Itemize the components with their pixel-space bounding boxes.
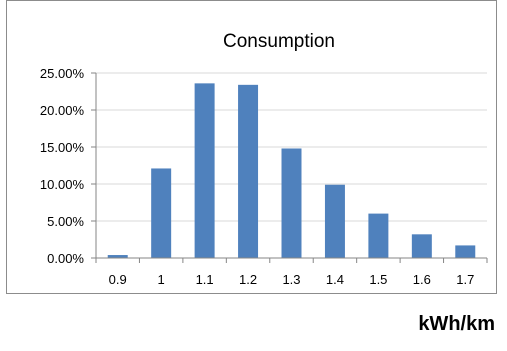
chart-title: Consumption	[223, 31, 335, 52]
bar-1.2	[238, 84, 259, 258]
bars	[107, 83, 476, 258]
x-tick-labels: 0.9 1 1.1 1.2 1.3 1.4 1.5 1.6 1.7	[109, 272, 475, 287]
x-tick-label: 1.4	[326, 272, 344, 287]
x-tick-label: 1.3	[282, 272, 300, 287]
bar-0.9	[107, 255, 128, 258]
bar-1.1	[194, 83, 215, 258]
bar-1.3	[281, 148, 302, 258]
bar-1.5	[368, 213, 389, 258]
x-tick-label: 0.9	[109, 272, 127, 287]
x-tick-label: 1.2	[239, 272, 257, 287]
bar-1.6	[411, 234, 432, 258]
y-tick-label: 10.00%	[40, 177, 85, 192]
y-tick-labels: 0.00% 5.00% 10.00% 15.00% 20.00% 25.00%	[40, 66, 85, 266]
y-tick-label: 5.00%	[47, 214, 84, 229]
y-tick-label: 25.00%	[40, 66, 85, 81]
y-tick-label: 0.00%	[47, 251, 84, 266]
bar-1.4	[324, 184, 345, 258]
x-unit-label: kWh/km	[418, 313, 495, 335]
y-tick-label: 15.00%	[40, 140, 85, 155]
axes	[91, 72, 488, 263]
x-tick-label: 1.7	[456, 272, 474, 287]
x-tick-label: 1.1	[196, 272, 214, 287]
x-tick-label: 1.5	[369, 272, 387, 287]
x-tick-label: 1.6	[413, 272, 431, 287]
bar-1	[151, 168, 172, 258]
bar-1.7	[455, 245, 476, 258]
y-tick-label: 20.00%	[40, 103, 85, 118]
x-tick-label: 1	[158, 272, 165, 287]
